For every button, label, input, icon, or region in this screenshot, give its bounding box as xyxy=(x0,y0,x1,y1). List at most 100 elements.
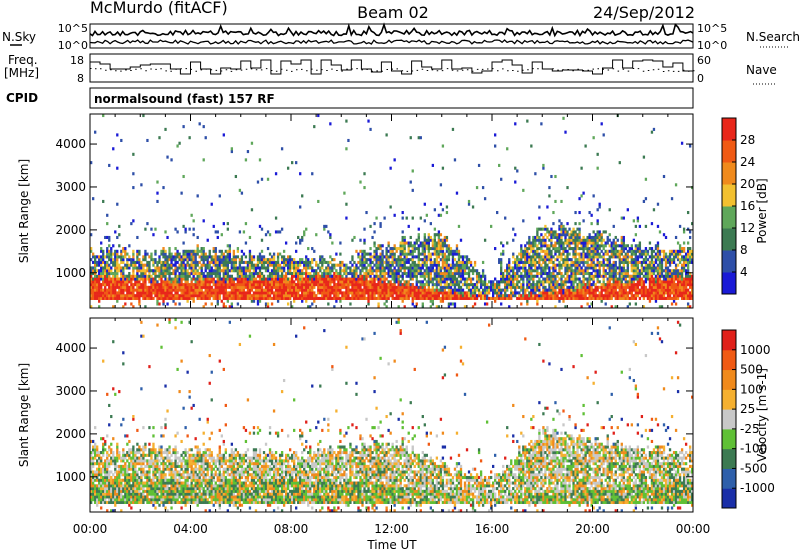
heatmap-cell xyxy=(200,263,203,267)
heatmap-cell xyxy=(441,285,445,289)
heatmap-cell xyxy=(194,258,197,262)
heatmap-cell xyxy=(242,283,246,287)
heatmap-cell xyxy=(118,283,121,287)
heatmap-cell xyxy=(284,241,288,245)
heatmap-cell xyxy=(114,230,117,234)
heatmap-cell xyxy=(574,247,577,251)
heatmap-cell xyxy=(594,241,597,245)
heatmap-cell xyxy=(291,266,294,270)
heatmap-cell xyxy=(568,247,571,251)
heatmap-cell xyxy=(94,263,97,267)
heatmap-cell xyxy=(560,252,563,256)
heatmap-cell xyxy=(349,277,352,281)
heatmap-cell xyxy=(305,266,308,270)
heatmap-cell xyxy=(510,296,513,300)
heatmap-cell xyxy=(453,285,457,289)
heatmap-cell xyxy=(208,263,211,267)
heatmap-cell xyxy=(381,277,384,281)
heatmap-cell xyxy=(180,191,183,195)
heatmap-cell xyxy=(461,260,465,264)
heatmap-cell xyxy=(516,260,519,264)
heatmap-cell xyxy=(369,288,372,292)
heatmap-cell xyxy=(96,269,99,273)
heatmap-cell xyxy=(357,252,360,256)
heatmap-cell xyxy=(600,255,603,259)
heatmap-cell xyxy=(196,296,199,300)
heatmap-cell xyxy=(584,144,587,148)
heatmap-cell xyxy=(170,263,173,267)
heatmap-cell xyxy=(546,296,549,300)
heatmap-cell xyxy=(361,255,364,259)
heatmap-cell xyxy=(363,238,366,242)
heatmap-cell xyxy=(345,269,348,273)
heatmap-cell xyxy=(451,302,455,306)
heatmap-cell xyxy=(385,258,388,262)
heatmap-cell xyxy=(180,260,183,264)
heatmap-cell xyxy=(317,277,320,281)
heatmap-cell xyxy=(463,294,467,298)
heatmap-cell xyxy=(240,271,244,276)
heatmap-cell xyxy=(592,283,595,287)
heatmap-cell xyxy=(536,266,539,270)
heatmap-cell xyxy=(433,241,437,245)
heatmap-cell xyxy=(544,249,547,253)
heatmap-cell xyxy=(612,241,615,245)
heatmap-cell xyxy=(270,263,274,267)
heatmap-cell xyxy=(642,280,646,284)
heatmap-cell xyxy=(280,277,284,281)
heatmap-cell xyxy=(526,285,529,289)
heatmap-cell xyxy=(666,277,670,281)
heatmap-cell xyxy=(556,280,559,284)
heatmap-cell xyxy=(409,288,412,292)
heatmap-cell xyxy=(355,294,358,298)
heatmap-cell xyxy=(182,291,185,295)
heatmap-cell xyxy=(226,294,229,298)
heatmap-cell xyxy=(421,252,424,256)
heatmap-cell xyxy=(558,263,561,267)
heatmap-cell xyxy=(132,269,135,273)
heatmap-cell xyxy=(301,294,304,298)
heatmap-cell xyxy=(421,305,424,309)
heatmap-cell xyxy=(407,283,410,287)
heatmap-cell xyxy=(112,291,115,295)
heatmap-cell xyxy=(451,296,455,300)
heatmap-cell xyxy=(280,274,284,278)
heatmap-cell xyxy=(554,263,557,267)
heatmap-cell xyxy=(232,296,236,300)
heatmap-cell xyxy=(614,285,617,289)
heatmap-cell xyxy=(662,280,666,284)
heatmap-cell xyxy=(319,280,322,284)
heatmap-cell xyxy=(126,285,129,289)
heatmap-cell xyxy=(148,266,151,270)
heatmap-cell xyxy=(158,266,161,270)
heatmap-cell xyxy=(580,247,583,251)
heatmap-cell xyxy=(118,255,121,259)
heatmap-cell xyxy=(242,296,246,300)
heatmap-cell xyxy=(638,269,642,273)
heatmap-cell xyxy=(399,258,402,262)
heatmap-cell xyxy=(323,291,326,295)
heatmap-cell xyxy=(282,288,286,292)
heatmap-cell xyxy=(522,252,525,256)
heatmap-cell xyxy=(202,283,205,287)
heatmap-cell xyxy=(632,260,636,264)
heatmap-cell xyxy=(299,263,302,267)
heatmap-cell xyxy=(258,294,262,298)
heatmap-cell xyxy=(578,288,581,292)
heatmap-cell xyxy=(560,285,563,289)
heatmap-cell xyxy=(182,274,185,278)
heatmap-cell xyxy=(112,252,115,256)
heatmap-cell xyxy=(309,277,312,281)
heatmap-cell xyxy=(162,271,165,276)
heatmap-cell xyxy=(413,244,416,248)
heatmap-cell xyxy=(313,258,316,262)
heatmap-cell xyxy=(618,288,621,292)
heatmap-cell xyxy=(526,299,529,303)
heatmap-cell xyxy=(228,260,231,264)
heatmap-cell xyxy=(449,285,453,289)
heatmap-cell xyxy=(160,277,163,281)
heatmap-cell xyxy=(379,266,382,270)
heatmap-cell xyxy=(270,271,274,276)
heatmap-cell xyxy=(568,241,571,245)
heatmap-cell xyxy=(361,252,364,256)
